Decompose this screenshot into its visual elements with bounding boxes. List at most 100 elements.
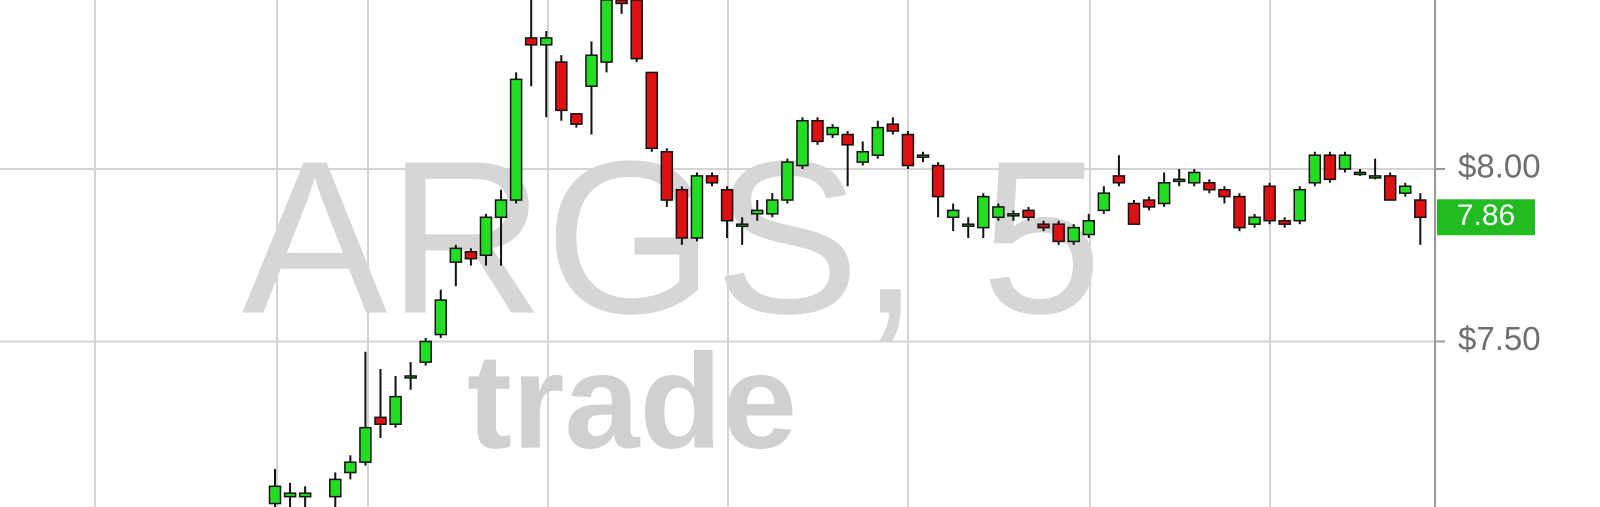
candle xyxy=(781,158,794,204)
last-price-box xyxy=(1437,199,1535,236)
candle-body xyxy=(1308,154,1322,184)
candle xyxy=(1218,186,1231,204)
candle-body xyxy=(660,151,674,201)
candle xyxy=(374,369,387,439)
candle xyxy=(1263,182,1276,225)
candle-body xyxy=(977,195,990,229)
candle xyxy=(1007,210,1020,221)
candle xyxy=(389,375,402,428)
candle-body xyxy=(419,340,432,363)
candle-body xyxy=(1399,185,1412,194)
candle-body xyxy=(434,299,448,336)
candle xyxy=(404,362,417,390)
candle-body xyxy=(946,209,960,219)
candle xyxy=(1293,186,1307,225)
candle xyxy=(856,141,869,166)
last-price-label: 7.86 xyxy=(1457,199,1515,232)
candle xyxy=(750,200,764,221)
candle-body xyxy=(916,154,930,158)
candle xyxy=(1097,186,1111,214)
candle xyxy=(992,203,1005,221)
candle-body xyxy=(1037,223,1050,229)
candle xyxy=(570,113,583,128)
candle-body xyxy=(389,395,402,425)
candle-body xyxy=(268,485,282,505)
candle-body xyxy=(404,375,417,379)
candle xyxy=(630,0,643,63)
candle xyxy=(871,120,885,159)
candle xyxy=(1112,155,1126,187)
candle-body xyxy=(856,151,869,163)
candle-body xyxy=(675,188,689,239)
y-tick-label: $7.50 xyxy=(1458,320,1541,357)
candle-body xyxy=(931,164,945,198)
candle xyxy=(434,289,448,338)
candle-body xyxy=(298,492,312,498)
candle xyxy=(766,193,779,218)
candle xyxy=(479,213,493,266)
candle xyxy=(283,482,297,507)
candle xyxy=(449,244,463,287)
candle-body xyxy=(1052,223,1065,243)
x-grid xyxy=(94,0,1271,507)
candle-body xyxy=(479,216,493,256)
candle xyxy=(1353,169,1367,176)
candle xyxy=(344,455,357,480)
candle-body xyxy=(781,161,794,201)
candle-body xyxy=(600,0,613,63)
candle-body xyxy=(1218,188,1231,198)
candle-body xyxy=(1414,199,1427,219)
y-grid xyxy=(0,168,1435,343)
candle xyxy=(645,71,658,152)
candle-body xyxy=(464,251,478,260)
candle xyxy=(1399,182,1412,197)
candle-body xyxy=(1323,154,1337,181)
candle xyxy=(1172,169,1186,187)
candle xyxy=(1127,200,1141,225)
candle xyxy=(1142,196,1156,211)
candle xyxy=(419,338,432,366)
candle xyxy=(540,31,553,118)
candle-body xyxy=(1278,219,1291,225)
candle xyxy=(524,0,538,87)
candle xyxy=(811,117,824,145)
y-tick-label: $8.00 xyxy=(1458,148,1541,185)
candle xyxy=(464,248,478,266)
candle xyxy=(509,72,523,204)
candle-body xyxy=(555,61,568,112)
candle xyxy=(494,189,508,266)
price-axis: $7.50 $8.00 7.86 xyxy=(1435,148,1541,357)
candle-body xyxy=(585,54,598,87)
candle xyxy=(1308,151,1322,187)
candle-body xyxy=(1022,209,1035,219)
candle xyxy=(735,217,749,245)
candle xyxy=(1338,151,1352,173)
candles xyxy=(268,0,1427,507)
candle-body xyxy=(871,126,885,156)
candle xyxy=(1022,206,1035,221)
candle xyxy=(901,131,915,169)
candle xyxy=(946,203,960,232)
candle xyxy=(1037,220,1050,232)
candle-body xyxy=(1112,175,1126,184)
candle xyxy=(1323,151,1337,183)
candle-body xyxy=(796,119,809,167)
candle-body xyxy=(766,199,779,215)
candle xyxy=(916,151,930,163)
candle-body xyxy=(1383,175,1397,201)
candle xyxy=(660,148,674,207)
candle xyxy=(359,351,372,466)
candle xyxy=(1067,224,1080,245)
candle-body xyxy=(329,478,342,498)
candle-body xyxy=(1263,185,1276,222)
candle xyxy=(675,186,689,245)
candle-body xyxy=(1368,175,1382,179)
candle-body xyxy=(811,119,824,143)
candle-body xyxy=(1203,182,1216,191)
candle xyxy=(961,217,975,238)
candle-body xyxy=(735,223,749,227)
candle xyxy=(977,193,990,238)
candle-body xyxy=(705,175,719,184)
candle-body xyxy=(841,133,854,146)
candle xyxy=(1188,169,1201,187)
